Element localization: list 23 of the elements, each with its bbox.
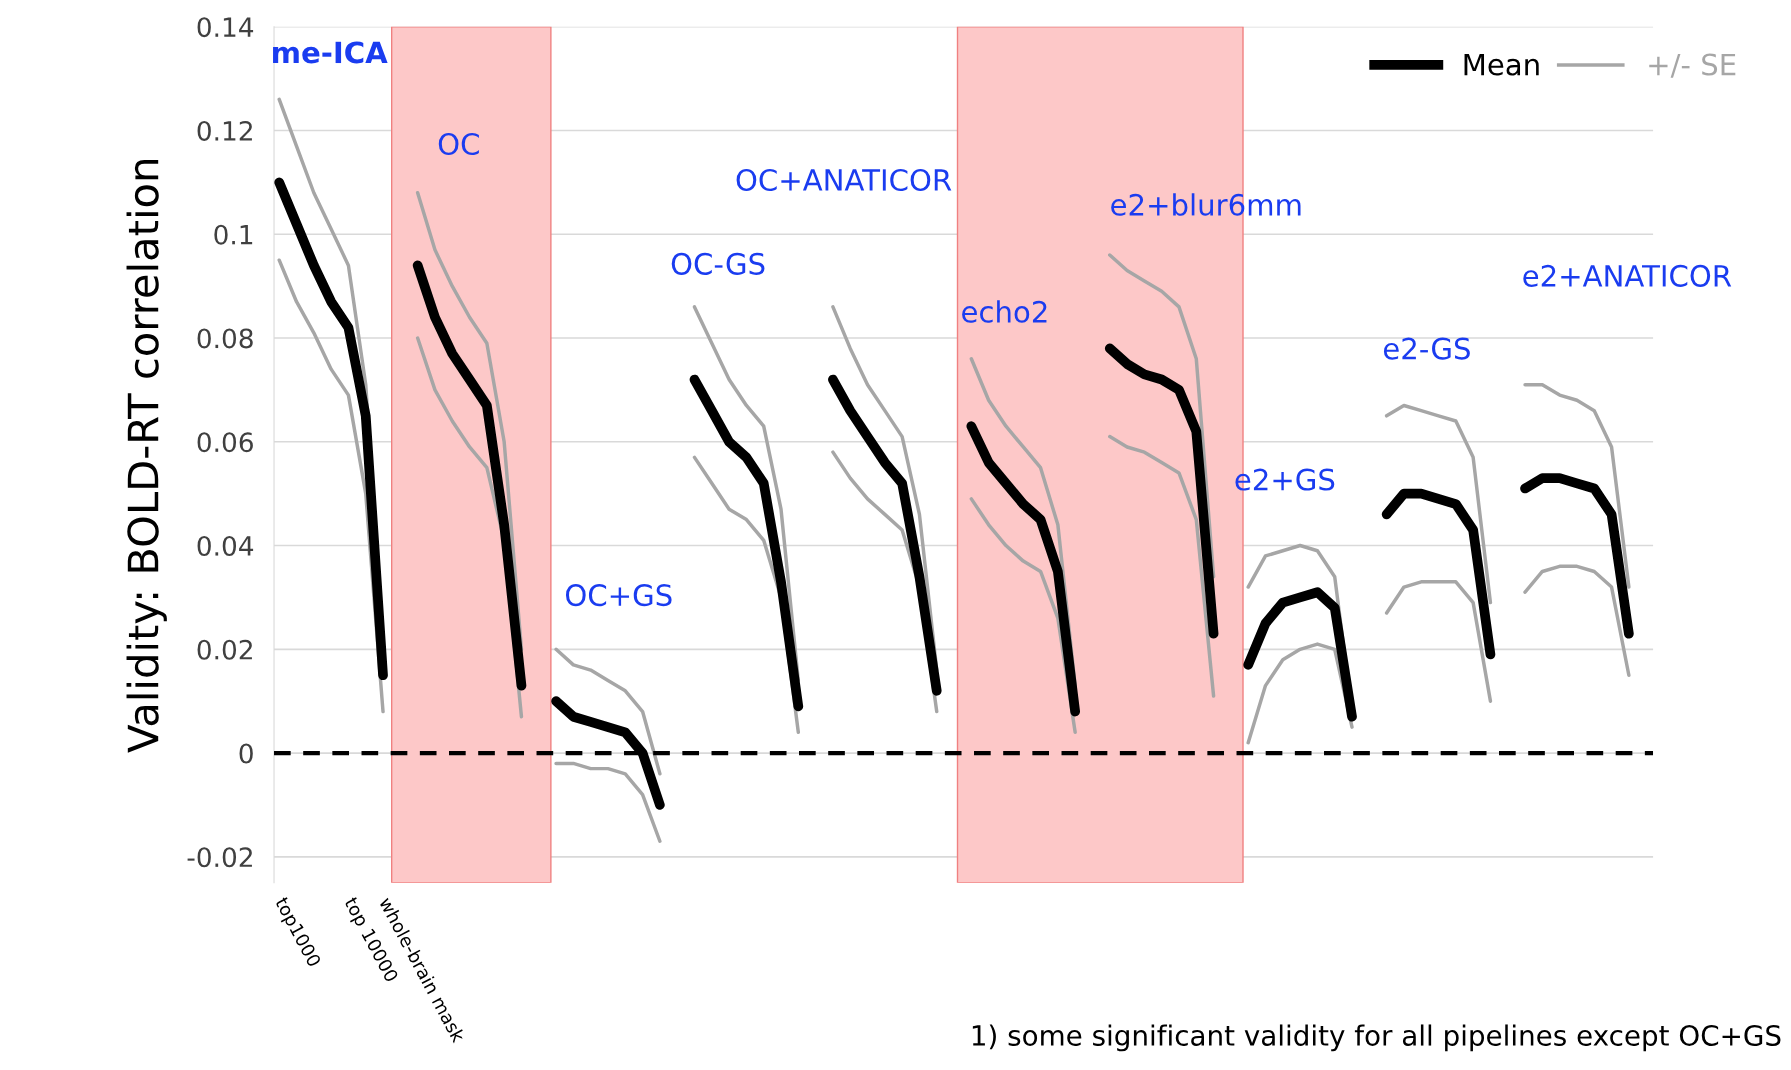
y-tick-label: 0 xyxy=(239,743,253,764)
legend-label: Mean xyxy=(1464,53,1539,76)
y-tick-label: -0.02 xyxy=(187,847,252,868)
y-tick-label: 0.06 xyxy=(197,432,253,453)
annotation: e2+ANATICOR xyxy=(1523,264,1732,287)
annotation: OC xyxy=(438,132,479,156)
annotation: echo2 xyxy=(962,300,1047,323)
y-axis-title: Validity: BOLD-RT correlation xyxy=(126,160,167,753)
annotation: e2+blur6mm xyxy=(1111,193,1301,216)
y-tick-label: 0.02 xyxy=(197,639,252,660)
y-tick-label: 0.1 xyxy=(214,224,253,245)
y-tick-label: 0.08 xyxy=(197,328,253,349)
y-tick-label: 0.12 xyxy=(197,120,252,141)
annotation: OC-GS xyxy=(671,252,765,275)
text: 1) some significant validity for all pipelines except OC+GS xyxy=(972,1024,1781,1052)
annotation: OC+ANATICOR xyxy=(736,168,952,191)
y-tick-label: 0.14 xyxy=(197,17,254,38)
annotation: OC+GS xyxy=(565,584,672,607)
y-tick-label: 0.04 xyxy=(197,535,254,556)
annotation: e2+GS xyxy=(1235,468,1335,491)
annotation: e2-GS xyxy=(1383,337,1470,360)
annotation: me-ICA xyxy=(273,41,388,64)
legend-label: +/- SE xyxy=(1649,53,1736,78)
